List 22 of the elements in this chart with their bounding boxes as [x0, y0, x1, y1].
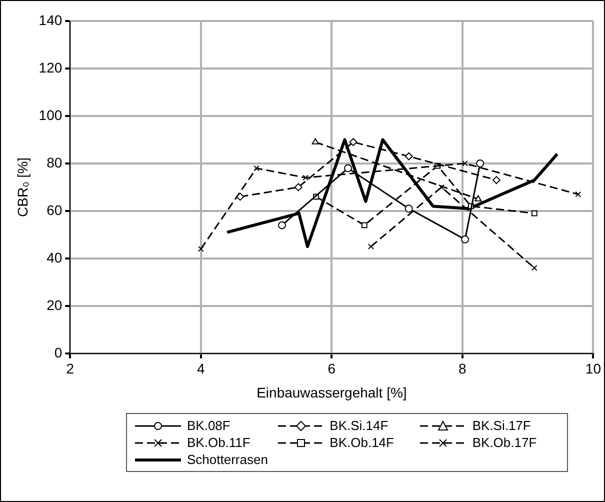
y-tick-label: 40 — [46, 249, 62, 266]
x-tick-label: 10 — [585, 360, 602, 377]
legend-label: BK.08F — [187, 418, 230, 433]
legend-label: Schotterrasen — [187, 452, 268, 467]
y-tick-label: 0 — [54, 344, 62, 360]
y-tick-label: 60 — [46, 202, 62, 218]
legend-label: BK.Ob.14F — [330, 435, 394, 450]
legend-label: BK.Ob.17F — [472, 435, 537, 450]
legend-label: BK.Si.14F — [330, 418, 388, 433]
y-tick-label: 120 — [38, 59, 62, 76]
y-axis-title: CBR₀ [%] — [14, 157, 30, 217]
x-axis-title: Einbauwassergehalt [%] — [256, 384, 407, 400]
y-tick-label: 140 — [38, 12, 62, 28]
legend-label: BK.Si.17F — [472, 418, 531, 433]
x-tick-label: 6 — [328, 360, 336, 377]
x-tick-label: 8 — [458, 360, 467, 377]
x-tick-label: 2 — [66, 360, 74, 377]
y-tick-label: 100 — [38, 106, 62, 123]
y-tick-label: 80 — [46, 154, 62, 170]
y-tick-label: 20 — [46, 296, 62, 313]
legend-label: BK.Ob.11F — [187, 435, 250, 450]
x-tick-label: 4 — [197, 360, 206, 377]
